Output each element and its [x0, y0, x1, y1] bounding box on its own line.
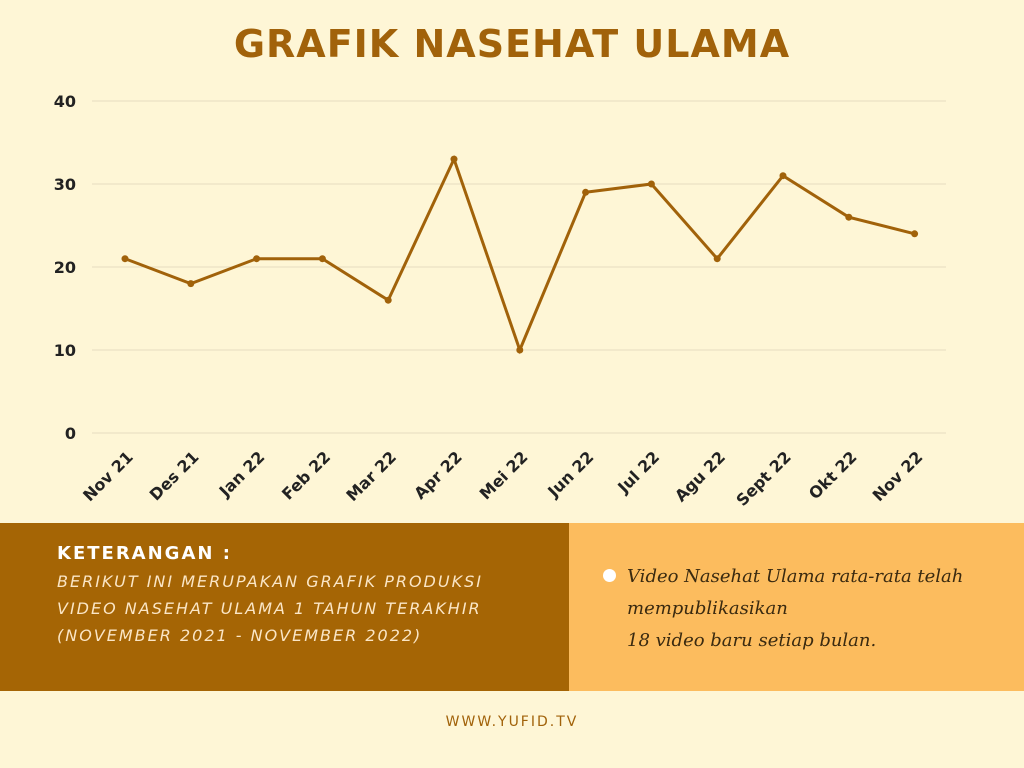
x-tick-label: Sept 22: [732, 447, 794, 509]
notes-panel: KETERANGAN : BERIKUT INI MERUPAKAN GRAFI…: [0, 523, 569, 691]
x-tick-label: Jul 22: [613, 447, 663, 497]
data-point: [187, 280, 195, 288]
x-tick-label: Nov 21: [79, 447, 137, 505]
y-tick-label: 10: [54, 341, 76, 360]
x-axis-ticks: Nov 21 Des 21 Jan 22 Feb 22 Mar 22 Apr 22 Mei …: [79, 447, 926, 509]
x-tick-label: Mei 22: [476, 447, 532, 503]
x-tick-label: Mar 22: [342, 447, 400, 505]
x-tick-label: Feb 22: [278, 447, 334, 503]
y-tick-label: 30: [54, 175, 76, 194]
y-tick-label: 20: [54, 258, 76, 277]
summary-line: 18 video baru setiap bulan.: [627, 630, 877, 651]
data-point: [911, 230, 919, 238]
series-points: [121, 155, 919, 354]
data-point: [384, 296, 392, 304]
x-tick-label: Jan 22: [215, 447, 269, 501]
data-point: [516, 346, 524, 354]
grid-lines: [92, 100, 946, 434]
data-point: [318, 255, 326, 263]
data-point: [779, 172, 787, 180]
data-point: [450, 155, 458, 163]
summary-panel: Video Nasehat Ulama rata-rata telah memp…: [569, 523, 1024, 691]
x-tick-label: Agu 22: [671, 447, 729, 505]
bullet-dot-icon: [603, 569, 616, 582]
data-point: [121, 255, 129, 263]
line-chart: 0 10 20 30 40 Nov 21 Des 21 Jan 22 Feb 22 Mar 22…: [54, 92, 946, 510]
data-point: [845, 213, 853, 221]
x-tick-label: Apr 22: [410, 447, 466, 503]
x-tick-label: Des 21: [146, 447, 203, 504]
series-line-path: [124, 155, 915, 355]
y-axis-ticks: 0 10 20 30 40: [54, 92, 76, 443]
footer-website: WWW.YUFID.TV: [445, 714, 579, 730]
y-tick-label: 0: [65, 424, 76, 443]
y-tick-label: 40: [54, 92, 76, 111]
summary-line: Video Nasehat Ulama rata-rata telah: [627, 566, 964, 587]
chart-title: GRAFIK NASEHAT ULAMA: [233, 22, 791, 66]
notes-line: (NOVEMBER 2021 - NOVEMBER 2022): [57, 626, 423, 645]
data-point: [647, 180, 655, 188]
summary-text: Video Nasehat Ulama rata-rata telah memp…: [627, 561, 963, 657]
notes-line: VIDEO NASEHAT ULAMA 1 TAHUN TERAKHIR: [57, 599, 482, 618]
notes-heading: KETERANGAN :: [57, 543, 232, 564]
summary-line: mempublikasikan: [627, 598, 788, 619]
data-point: [582, 188, 590, 196]
x-tick-label: Jun 22: [543, 447, 597, 501]
series-line: [124, 155, 915, 355]
data-point: [713, 255, 721, 263]
data-point: [253, 255, 261, 263]
x-tick-label: Nov 22: [869, 447, 927, 505]
notes-line: BERIKUT INI MERUPAKAN GRAFIK PRODUKSI: [57, 572, 483, 591]
x-tick-label: Okt 22: [805, 447, 861, 503]
